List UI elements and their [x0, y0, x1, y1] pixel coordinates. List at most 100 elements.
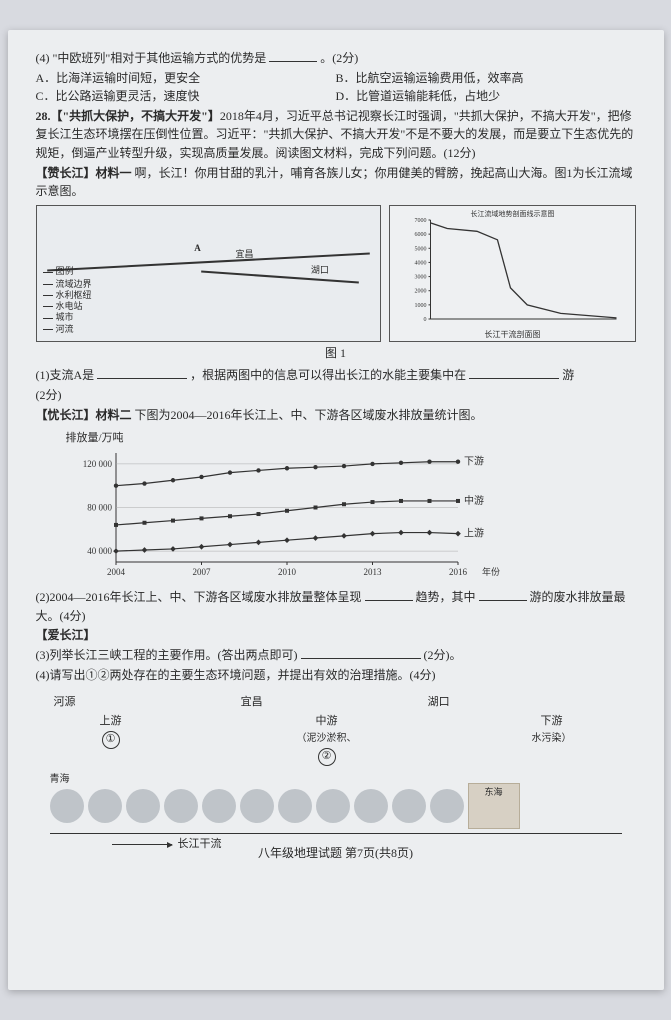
sea-block: 东海: [468, 783, 520, 829]
q4-stem-prefix: (4) "中欧班列"相对于其他运输方式的优势是: [36, 51, 267, 65]
river-dot: [240, 789, 274, 823]
seg-upper-name: 上游: [100, 713, 122, 730]
svg-text:7000: 7000: [414, 218, 426, 224]
profile-svg: 长江流域地势剖面线示意图 0 1000 2000 3000 4000 5000 6000 700…: [390, 206, 635, 341]
svg-text:长江干流剖面图: 长江干流剖面图: [484, 329, 540, 339]
figure-1-caption: 图 1: [36, 344, 636, 363]
q4-stem-suffix: 。(2分): [320, 51, 358, 65]
sub3-score: (2分)。: [424, 648, 462, 662]
q4-options: A．比海洋运输时间短，更安全 B．比航空运输运输费用低，效率高 C．比公路运输更…: [36, 69, 636, 106]
svg-text:2004: 2004: [107, 567, 126, 577]
seg-mid-note: （泥沙淤积、: [297, 731, 357, 747]
wastewater-chart: 40 00080 000120 00020042007201020132016年…: [66, 447, 506, 582]
legend-item-4: 河流: [43, 324, 92, 335]
segment-upper: 上游 ①: [100, 713, 122, 766]
legend-item-1: 水利枢纽: [43, 290, 92, 301]
svg-text:2010: 2010: [278, 567, 297, 577]
seg-low-name: 下游: [541, 713, 563, 730]
worry-head: 【忧长江】材料二: [36, 408, 132, 422]
q4-stem: (4) "中欧班列"相对于其他运输方式的优势是 。(2分): [36, 49, 636, 68]
arrow-line: [112, 844, 172, 845]
q4-opt-d: D．比管道运输能耗低，占地少: [336, 87, 636, 106]
q28-text: 28.【"共抓大保护，不搞大开发"】2018年4月，习近平总书记视察长江时强调，…: [36, 107, 636, 163]
love-head: 【爱长江】: [36, 626, 636, 645]
sub2-mid: 趋势，其中: [416, 590, 476, 604]
sub1-blank-1: [97, 367, 187, 379]
sub2-line: (2)2004—2016年长江上、中、下游各区域废水排放量整体呈现 趋势，其中 …: [36, 588, 636, 625]
chart-svg: 40 00080 000120 00020042007201020132016年…: [66, 447, 506, 582]
svg-text:4000: 4000: [414, 260, 426, 266]
river-dots: 东海: [42, 783, 630, 829]
river-line-lower: [201, 270, 359, 283]
sub1-blank-2: [469, 367, 559, 379]
svg-text:0: 0: [423, 317, 426, 323]
profile-chart: 长江流域地势剖面线示意图 0 1000 2000 3000 4000 5000 6000 700…: [389, 205, 636, 342]
svg-text:40 000: 40 000: [87, 546, 112, 556]
seg-mid-name: 中游: [316, 713, 338, 730]
svg-text:中游: 中游: [464, 494, 484, 507]
map-label-a: A: [194, 242, 201, 256]
river-diagram: 河源 宜昌 湖口 上游 ① 中游 （泥沙淤积、 ② 下游 水污染） 青海 东海: [42, 694, 630, 834]
sub3-blank: [301, 647, 421, 659]
svg-text:2016: 2016: [449, 567, 468, 577]
sub4-line: (4)请写出①②两处存在的主要生态环境问题，并提出有效的治理措施。(4分): [36, 666, 636, 685]
river-dot: [50, 789, 84, 823]
sub3-line: (3)列举长江三峡工程的主要作用。(答出两点即可) (2分)。: [36, 646, 636, 665]
worry-body: 下图为2004—2016年长江上、中、下游各区域废水排放量统计图。: [132, 408, 483, 422]
label-hukou: 湖口: [428, 694, 450, 711]
baseline: [50, 833, 622, 834]
svg-text:上游: 上游: [464, 527, 484, 540]
chart-ylabel: 排放量/万吨: [66, 430, 506, 447]
wastewater-chart-wrap: 排放量/万吨 40 00080 000120 00020042007201020…: [66, 430, 506, 582]
legend-item-3: 城市: [43, 312, 92, 323]
q4-opt-b: B．比航空运输运输费用低，效率高: [336, 69, 636, 88]
segment-middle: 中游 （泥沙淤积、 ②: [297, 713, 357, 766]
legend-title: 图例: [43, 266, 92, 277]
river-dot: [278, 789, 312, 823]
river-dot: [430, 789, 464, 823]
segment-labels: 上游 ① 中游 （泥沙淤积、 ② 下游 水污染）: [42, 713, 630, 766]
svg-text:6000: 6000: [414, 232, 426, 238]
river-dot: [164, 789, 198, 823]
river-dot: [202, 789, 236, 823]
sub2-blank-1: [365, 589, 413, 601]
exam-page: (4) "中欧班列"相对于其他运输方式的优势是 。(2分) A．比海洋运输时间短…: [8, 30, 664, 990]
q4-blank: [269, 50, 317, 62]
label-source: 河源: [54, 694, 76, 711]
arrow-label: 长江干流: [178, 836, 222, 853]
svg-text:2000: 2000: [414, 288, 426, 294]
svg-text:80 000: 80 000: [87, 503, 112, 513]
svg-text:1000: 1000: [414, 303, 426, 309]
svg-text:2013: 2013: [363, 567, 382, 577]
svg-text:年份: 年份: [482, 566, 500, 577]
flow-arrow: 长江干流: [112, 836, 630, 853]
sub3-text: (3)列举长江三峡工程的主要作用。(答出两点即可): [36, 648, 298, 662]
svg-text:下游: 下游: [464, 455, 484, 468]
label-yichang: 宜昌: [241, 694, 263, 711]
sub1-score: (2分): [36, 386, 636, 405]
svg-text:120 000: 120 000: [82, 459, 112, 469]
river-dot: [392, 789, 426, 823]
sub2-prefix: (2)2004—2016年长江上、中、下游各区域废水排放量整体呈现: [36, 590, 362, 604]
praise-head: 【赞长江】材料一: [36, 166, 132, 180]
sub1-mid: ，根据两图中的信息可以得出长江的水能主要集中在: [190, 368, 466, 382]
legend-item-2: 水电站: [43, 301, 92, 312]
river-dot: [126, 789, 160, 823]
seg-low-note: 水污染）: [532, 731, 572, 747]
label-spacer: [615, 694, 618, 711]
map-label-hukou: 湖口: [311, 264, 329, 278]
segment-lower: 下游 水污染）: [532, 713, 572, 766]
river-dot: [316, 789, 350, 823]
circle-2: ②: [318, 748, 336, 766]
river-dot: [354, 789, 388, 823]
sub1-line: (1)支流A是 ，根据两图中的信息可以得出长江的水能主要集中在 游: [36, 366, 636, 385]
sub2-blank-2: [479, 589, 527, 601]
q4-opt-c: C．比公路运输更灵活，速度快: [36, 87, 336, 106]
map-legend: 图例 流域边界 水利枢纽 水电站 城市 河流: [43, 266, 92, 335]
map-label-yichang: 宜昌: [235, 248, 253, 262]
svg-text:5000: 5000: [414, 246, 426, 252]
svg-text:3000: 3000: [414, 274, 426, 280]
yangtze-map: A 宜昌 湖口 图例 流域边界 水利枢纽 水电站 城市 河流: [36, 205, 381, 342]
q28-head: 28.【"共抓大保护，不搞大开发"】: [36, 109, 220, 123]
svg-text:长江流域地势剖面线示意图: 长江流域地势剖面线示意图: [470, 209, 554, 218]
